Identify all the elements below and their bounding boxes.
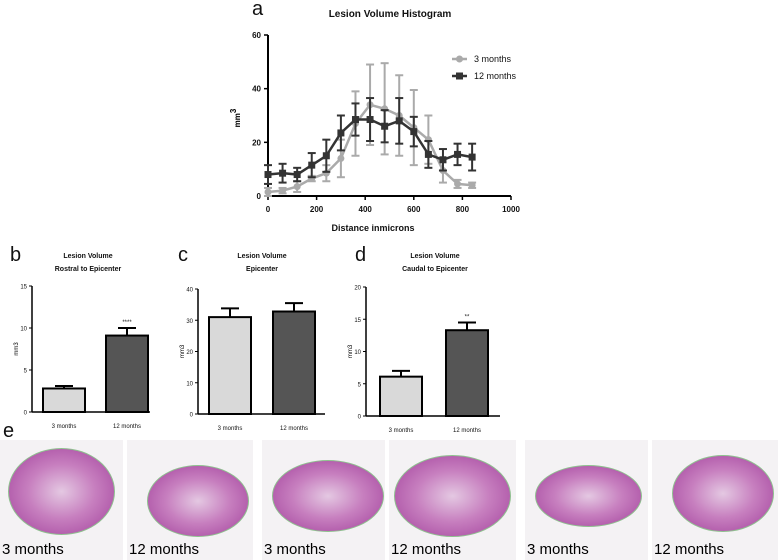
histology-image: 12 months	[389, 440, 516, 560]
bar-chart-title: Lesion Volume	[237, 253, 286, 260]
x-tick-label: 12 months	[453, 428, 481, 434]
significance-label: **	[465, 314, 470, 320]
chart-title: Lesion Volume Histogram	[329, 9, 452, 20]
y-tick-label: 15	[20, 285, 27, 291]
data-point	[410, 128, 418, 136]
panel-label-e: e	[3, 420, 15, 442]
histology-image: 3 months	[0, 440, 123, 560]
y-tick-label: 0	[24, 411, 28, 417]
data-point	[308, 161, 316, 169]
y-tick-label: 20	[354, 286, 361, 292]
y-tick-label: 0	[358, 415, 362, 421]
y-tick-label: 20	[186, 350, 193, 356]
bar-chart-title: Lesion Volume	[63, 253, 112, 260]
histology-image: 12 months	[652, 440, 778, 560]
bar-chart-subtitle: Rostral to Epicenter	[55, 266, 122, 273]
data-point	[264, 188, 272, 196]
panel-label-d: d	[355, 244, 367, 266]
data-point	[468, 153, 476, 161]
histology-caption: 3 months	[527, 541, 589, 558]
y-tick-label: 10	[354, 350, 361, 356]
significance-label: ****	[122, 320, 132, 326]
y-tick-label: 40	[186, 288, 193, 294]
data-point	[264, 171, 272, 179]
y-tick-label: 5	[24, 369, 28, 375]
bar	[445, 329, 489, 417]
bar	[42, 387, 86, 414]
histology-caption: 12 months	[391, 541, 462, 558]
x-tick-label: 600	[407, 205, 421, 214]
x-tick-label: 12 months	[113, 424, 141, 430]
x-tick-label: 400	[359, 205, 373, 214]
x-tick-label: 3 months	[52, 424, 77, 430]
panel-label-a: a	[252, 0, 264, 20]
x-tick-label: 0	[266, 205, 271, 214]
histology-caption: 3 months	[2, 541, 64, 558]
y-tick-label: 5	[358, 382, 362, 388]
y-axis-label: mm3	[180, 344, 186, 358]
y-tick-label: 10	[20, 327, 27, 333]
bar-chart-subtitle: Caudal to Epicenter	[402, 266, 468, 273]
legend-marker	[456, 55, 463, 63]
x-tick-label: 200	[310, 205, 324, 214]
y-tick-label: 0	[257, 192, 262, 201]
y-axis-label: mm3	[14, 342, 20, 356]
legend-marker	[456, 72, 463, 80]
data-point	[293, 183, 301, 191]
bar	[272, 310, 316, 415]
x-tick-label: 3 months	[389, 428, 414, 434]
panel-label-b: b	[10, 244, 22, 266]
x-axis-label: Distance inmicrons	[331, 223, 414, 233]
data-point	[454, 180, 462, 188]
histology-image: 12 months	[127, 440, 253, 560]
data-point	[337, 154, 345, 162]
y-axis-label: mm3	[229, 108, 242, 127]
data-point	[366, 116, 374, 124]
panel-label-c: c	[178, 244, 188, 266]
y-tick-label: 60	[252, 31, 261, 40]
y-tick-label: 15	[354, 318, 361, 324]
data-point	[439, 156, 447, 164]
histology-image: 3 months	[262, 440, 385, 560]
histology-image: 3 months	[525, 440, 648, 560]
x-tick-label: 3 months	[218, 426, 243, 432]
histology-caption: 12 months	[129, 541, 200, 558]
bar	[208, 316, 252, 415]
data-point	[424, 150, 432, 158]
x-tick-label: 1000	[502, 205, 520, 214]
bar-chart-title: Lesion Volume	[410, 253, 459, 260]
y-tick-label: 30	[186, 319, 193, 325]
legend-label: 12 months	[474, 71, 517, 81]
data-point	[351, 116, 359, 124]
data-point	[468, 181, 476, 189]
bar	[105, 334, 149, 413]
y-tick-label: 20	[252, 138, 261, 147]
data-point	[337, 129, 345, 137]
data-point	[279, 169, 287, 177]
histology-caption: 12 months	[654, 541, 725, 558]
data-point	[279, 187, 287, 195]
y-tick-label: 40	[252, 85, 261, 94]
y-axis-label: mm3	[348, 344, 354, 358]
data-point	[395, 117, 403, 125]
x-tick-label: 800	[456, 205, 470, 214]
data-point	[293, 171, 301, 179]
x-tick-label: 12 months	[280, 426, 308, 432]
data-point	[454, 150, 462, 158]
legend-label: 3 months	[474, 54, 512, 64]
y-tick-label: 10	[186, 381, 193, 387]
histology-caption: 3 months	[264, 541, 326, 558]
data-point	[322, 152, 330, 160]
y-tick-label: 0	[190, 413, 194, 419]
bar	[379, 375, 423, 417]
bar-chart-subtitle: Epicenter	[246, 266, 278, 273]
data-point	[381, 122, 389, 130]
